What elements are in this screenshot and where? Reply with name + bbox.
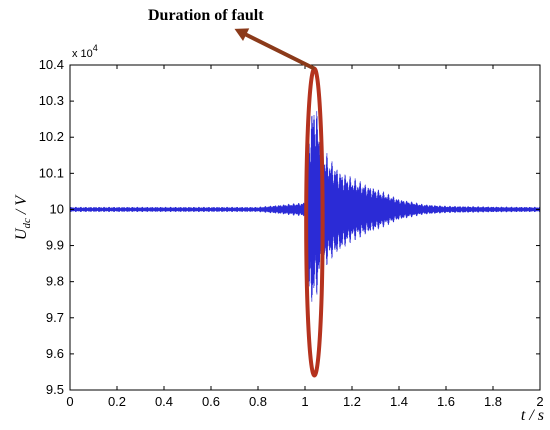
y-tick-label: 9.8 (46, 274, 64, 289)
y-axis-label: Udc / V (13, 194, 33, 240)
x-tick-label: 0 (66, 394, 73, 409)
x-tick-label: 0.4 (155, 394, 173, 409)
chart-title: Duration of fault (148, 7, 264, 24)
axes: 0 0.2 0.4 0.6 0.8 1 1.2 1.4 1.6 1.8 2 9.5 9.6 9.7 9.8 9… (39, 57, 544, 409)
y-tick-label: 9.5 (46, 382, 64, 397)
y-tick-label: 10.2 (39, 129, 64, 144)
fault-annotation (234, 28, 325, 378)
x-tick-label: 1.4 (390, 394, 408, 409)
annotation-arrow-head (234, 28, 250, 41)
x-tick-label: 1.8 (484, 394, 502, 409)
y-tick-label: 10.4 (39, 57, 64, 72)
x-tick-label: 0.6 (202, 394, 220, 409)
annotation-arrow-line (239, 30, 316, 71)
y-tick-label: 10.3 (39, 93, 64, 108)
y-multiplier: x 104 (72, 43, 98, 60)
x-tick-label: 1.2 (343, 394, 361, 409)
y-tick-label: 10.1 (39, 165, 64, 180)
x-tick-label: 2 (536, 394, 543, 409)
y-tick-label: 9.6 (46, 346, 64, 361)
x-tick-label: 1 (301, 394, 308, 409)
x-axis-label: t / s (521, 407, 544, 424)
x-tick-label: 0.8 (249, 394, 267, 409)
y-tick-label: 9.9 (46, 238, 64, 253)
y-tick-label: 10 (50, 201, 64, 216)
x-tick-label: 0.2 (108, 394, 126, 409)
x-tick-label: 1.6 (437, 394, 455, 409)
y-tick-label: 9.7 (46, 310, 64, 325)
